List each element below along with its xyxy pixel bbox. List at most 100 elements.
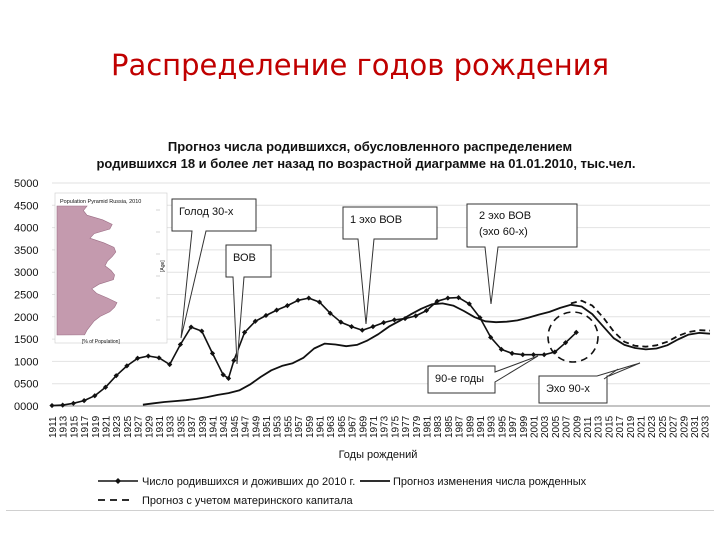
x-tick-label: 2005: [551, 415, 562, 438]
x-tick-label: 1921: [101, 415, 112, 438]
x-tick-label: 1975: [390, 415, 401, 438]
x-tick-label: 1993: [487, 415, 498, 438]
data-point-marker: [316, 299, 323, 305]
data-point-marker: [381, 319, 387, 326]
x-tick-label: 2011: [583, 416, 594, 438]
x-tick-label: 1923: [112, 415, 123, 438]
x-tick-label: 1983: [433, 415, 444, 438]
population-pyramid-inset: Population Pyramid Russia, 2010 [% of Pop…: [54, 192, 168, 345]
data-point-marker: [477, 315, 483, 321]
data-point-marker: [231, 357, 237, 364]
annotation-label: Эхо 90-х: [546, 383, 590, 395]
series-line-2: [570, 299, 711, 348]
x-tick-label: 2025: [658, 415, 669, 438]
annotation-callout: [466, 203, 578, 305]
x-tick-label: 2017: [615, 415, 626, 438]
data-point-marker: [49, 402, 55, 409]
x-tick-label: 1929: [144, 415, 155, 438]
inset-title: Population Pyramid Russia, 2010: [60, 199, 141, 205]
x-tick-label: 1927: [134, 415, 145, 438]
slide-title: Распределение годов рождения: [110, 48, 610, 82]
x-tick-label: 1955: [283, 415, 294, 438]
data-point-marker: [102, 384, 109, 390]
x-tick-label: 1973: [380, 415, 391, 438]
data-point-marker: [188, 324, 194, 330]
data-point-marker: [241, 329, 248, 336]
data-point-marker: [134, 355, 141, 361]
data-point-marker: [573, 329, 579, 336]
annotation-label: 2 эхо ВОВ: [479, 210, 531, 222]
data-point-marker: [541, 352, 547, 358]
annotation-label: (эхо 60-х): [479, 226, 528, 238]
x-tick-label: 1917: [80, 415, 91, 438]
data-point-marker: [466, 301, 472, 307]
x-tick-label: 1941: [208, 415, 219, 438]
legend-label: Прогноз с учетом материнского капитала: [142, 495, 354, 507]
y-tick-label: 0500: [14, 379, 38, 391]
x-tick-label: 2029: [679, 415, 690, 438]
x-tick-label: 1953: [273, 415, 284, 438]
annotation-callout: [225, 244, 272, 365]
x-tick-label: 1985: [444, 415, 455, 438]
x-tick-label: 2021: [636, 415, 647, 438]
annotation-label: 90-е годы: [435, 373, 484, 385]
x-tick-label: 1965: [337, 415, 348, 438]
data-point-marker: [338, 319, 344, 325]
data-point-marker: [225, 375, 232, 381]
x-tick-label: 1931: [155, 415, 166, 438]
x-tick-label: 1947: [241, 415, 252, 438]
x-tick-label: 1937: [187, 415, 198, 438]
data-point-marker: [509, 350, 515, 356]
data-point-marker: [359, 327, 365, 333]
y-tick-label: 4000: [14, 223, 38, 235]
data-point-marker: [488, 334, 494, 340]
series-line-1: [142, 302, 711, 406]
data-point-marker: [306, 295, 312, 301]
annotation-callout: [427, 355, 539, 394]
x-tick-label: 1911: [48, 416, 59, 438]
x-tick-label: 1979: [412, 415, 423, 438]
x-axis-tick-labels: 1911 1913 1915 1917 1919 1921 1923 1925 1927 1929…: [48, 415, 712, 438]
inset-y-axis-label: [Age]: [160, 260, 166, 272]
x-tick-label: 1977: [401, 415, 412, 438]
x-tick-label: 1939: [198, 415, 209, 438]
data-point-marker: [413, 313, 419, 319]
inset-pyramid-shape: [56, 205, 118, 336]
x-tick-label: 1999: [519, 415, 530, 438]
x-tick-label: 2001: [529, 415, 540, 438]
data-point-marker: [220, 372, 226, 378]
data-point-marker: [124, 363, 130, 369]
x-tick-label: 1961: [315, 415, 326, 438]
y-tick-label: 2500: [14, 290, 38, 302]
chart-legend: Число родившихся и доживших до 2010 г. Пр…: [98, 476, 587, 507]
annotation-callout: [171, 198, 257, 339]
x-tick-label: 2033: [701, 415, 712, 438]
x-tick-label: 1969: [358, 415, 369, 438]
x-tick-label: 1995: [497, 415, 508, 438]
x-tick-label: 1915: [69, 415, 80, 438]
x-tick-label: 2009: [572, 415, 583, 438]
x-tick-label: 1971: [369, 415, 380, 438]
data-point-marker: [60, 402, 66, 408]
chart-title-line-2: родившихся 18 и более лет назад по возра…: [96, 156, 635, 171]
x-tick-label: 1933: [166, 415, 177, 438]
data-point-marker: [562, 340, 569, 346]
y-tick-label: 0000: [14, 401, 38, 413]
data-point-marker: [70, 400, 76, 406]
data-point-marker: [295, 297, 301, 303]
annotation-label: ВОВ: [233, 252, 256, 264]
data-point-marker: [145, 353, 151, 359]
x-tick-label: 1925: [123, 415, 134, 438]
slide-divider: [6, 510, 714, 511]
data-point-marker: [81, 398, 87, 404]
data-point-marker: [434, 298, 440, 304]
x-tick-label: 1997: [508, 415, 519, 438]
annotation-label: 1 эхо ВОВ: [350, 214, 402, 226]
x-tick-label: 1989: [465, 415, 476, 438]
data-point-marker: [92, 393, 98, 399]
x-tick-label: 1987: [455, 415, 466, 438]
data-point-marker: [530, 352, 537, 358]
data-point-marker: [252, 318, 258, 324]
data-point-marker: [552, 349, 558, 355]
